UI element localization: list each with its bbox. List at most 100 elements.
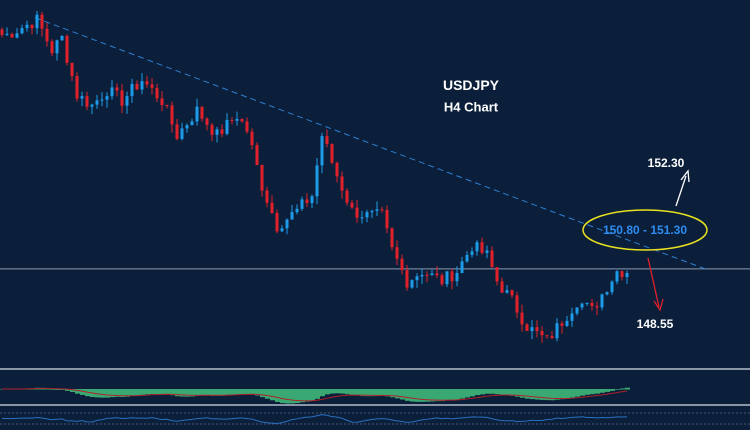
candle-body: [470, 251, 474, 255]
candle-body: [570, 313, 574, 321]
candle-body: [515, 295, 519, 313]
macd-bar: [225, 389, 230, 396]
candle-body: [85, 96, 89, 107]
down-arrow-icon: [647, 257, 660, 308]
candle-body: [285, 219, 289, 229]
macd-bar: [470, 389, 475, 397]
macd-bar: [175, 389, 180, 397]
candle-body: [335, 162, 339, 177]
macd-bar: [420, 389, 425, 402]
candle-body: [270, 202, 274, 214]
macd-bar: [185, 389, 190, 397]
macd-bar: [50, 389, 55, 390]
macd-bar: [425, 389, 430, 402]
macd-bar: [625, 387, 630, 390]
candle-body: [305, 199, 309, 203]
macd-bar: [55, 389, 60, 390]
candle-body: [455, 272, 459, 282]
pane-separator: [0, 404, 750, 406]
macd-bar: [270, 389, 275, 401]
macd-bar: [475, 389, 480, 396]
oscillator-line: [1, 414, 628, 425]
macd-bar: [95, 389, 100, 398]
macd-bar: [170, 389, 175, 396]
candle-body: [25, 24, 29, 29]
macd-bar: [605, 389, 610, 392]
candle-body: [230, 120, 234, 122]
macd-bar: [520, 389, 525, 398]
candle-body: [625, 273, 629, 278]
macd-bar: [590, 389, 595, 395]
macd-bar: [75, 389, 80, 394]
macd-bar: [125, 389, 130, 397]
macd-bar: [610, 389, 615, 391]
candle-body: [435, 273, 439, 276]
macd-bar: [405, 389, 410, 401]
macd-bar: [355, 389, 360, 396]
candle-body: [140, 81, 144, 90]
macd-bar: [330, 389, 335, 394]
macd-bar: [450, 389, 455, 401]
candle-body: [390, 228, 394, 248]
candle-body: [125, 96, 129, 106]
candle-body: [620, 271, 624, 278]
macd-bar: [535, 389, 540, 400]
macd-bar: [585, 389, 590, 395]
candle-body: [410, 280, 414, 288]
macd-bar: [460, 389, 465, 399]
candle-body: [30, 24, 34, 29]
candle-body: [205, 118, 209, 125]
candle-body: [485, 250, 489, 253]
macd-bar: [210, 389, 215, 396]
candle-body: [160, 98, 164, 106]
pane-separator: [0, 368, 750, 370]
macd-bar: [540, 389, 545, 400]
candle-body: [595, 306, 599, 308]
macd-bar: [440, 389, 445, 402]
candle-body: [120, 90, 124, 106]
macd-bar: [550, 389, 555, 401]
macd-bar: [190, 389, 195, 397]
macd-bar: [500, 389, 505, 395]
candle-body: [295, 208, 299, 213]
candle-body: [70, 62, 74, 77]
macd-bar: [345, 389, 350, 395]
macd-bar: [570, 389, 575, 398]
macd-bar: [315, 389, 320, 399]
macd-bar: [400, 389, 405, 400]
candle-body: [145, 81, 149, 85]
macd-bar: [390, 389, 395, 398]
macd-bar: [530, 389, 535, 400]
macd-bar: [130, 389, 135, 397]
candle-body: [100, 99, 104, 101]
macd-bar: [365, 389, 370, 397]
macd-bar: [435, 389, 440, 402]
macd-bar: [485, 389, 490, 394]
macd-bar: [195, 389, 200, 396]
macd-bar: [245, 389, 250, 395]
candle-body: [215, 129, 219, 135]
candle-body: [480, 242, 484, 253]
candle-body: [610, 281, 614, 293]
macd-bar: [490, 389, 495, 394]
candle-body: [420, 274, 424, 277]
macd-bar: [525, 389, 530, 399]
macd-bar: [595, 389, 600, 394]
candle-body: [10, 33, 14, 38]
candle-body: [520, 312, 524, 325]
candle-body: [300, 199, 304, 209]
candle-body: [130, 83, 134, 97]
candle-body: [430, 273, 434, 276]
macd-bar: [200, 389, 205, 396]
candle-body: [45, 28, 49, 42]
down-arrow-head-icon: [653, 298, 664, 312]
macd-bar: [300, 389, 305, 403]
candle-body: [50, 41, 54, 54]
candle-body: [175, 124, 179, 139]
candle-body: [275, 213, 279, 232]
macd-bar: [310, 389, 315, 401]
candle-body: [280, 228, 284, 232]
macd-bar: [280, 389, 285, 404]
